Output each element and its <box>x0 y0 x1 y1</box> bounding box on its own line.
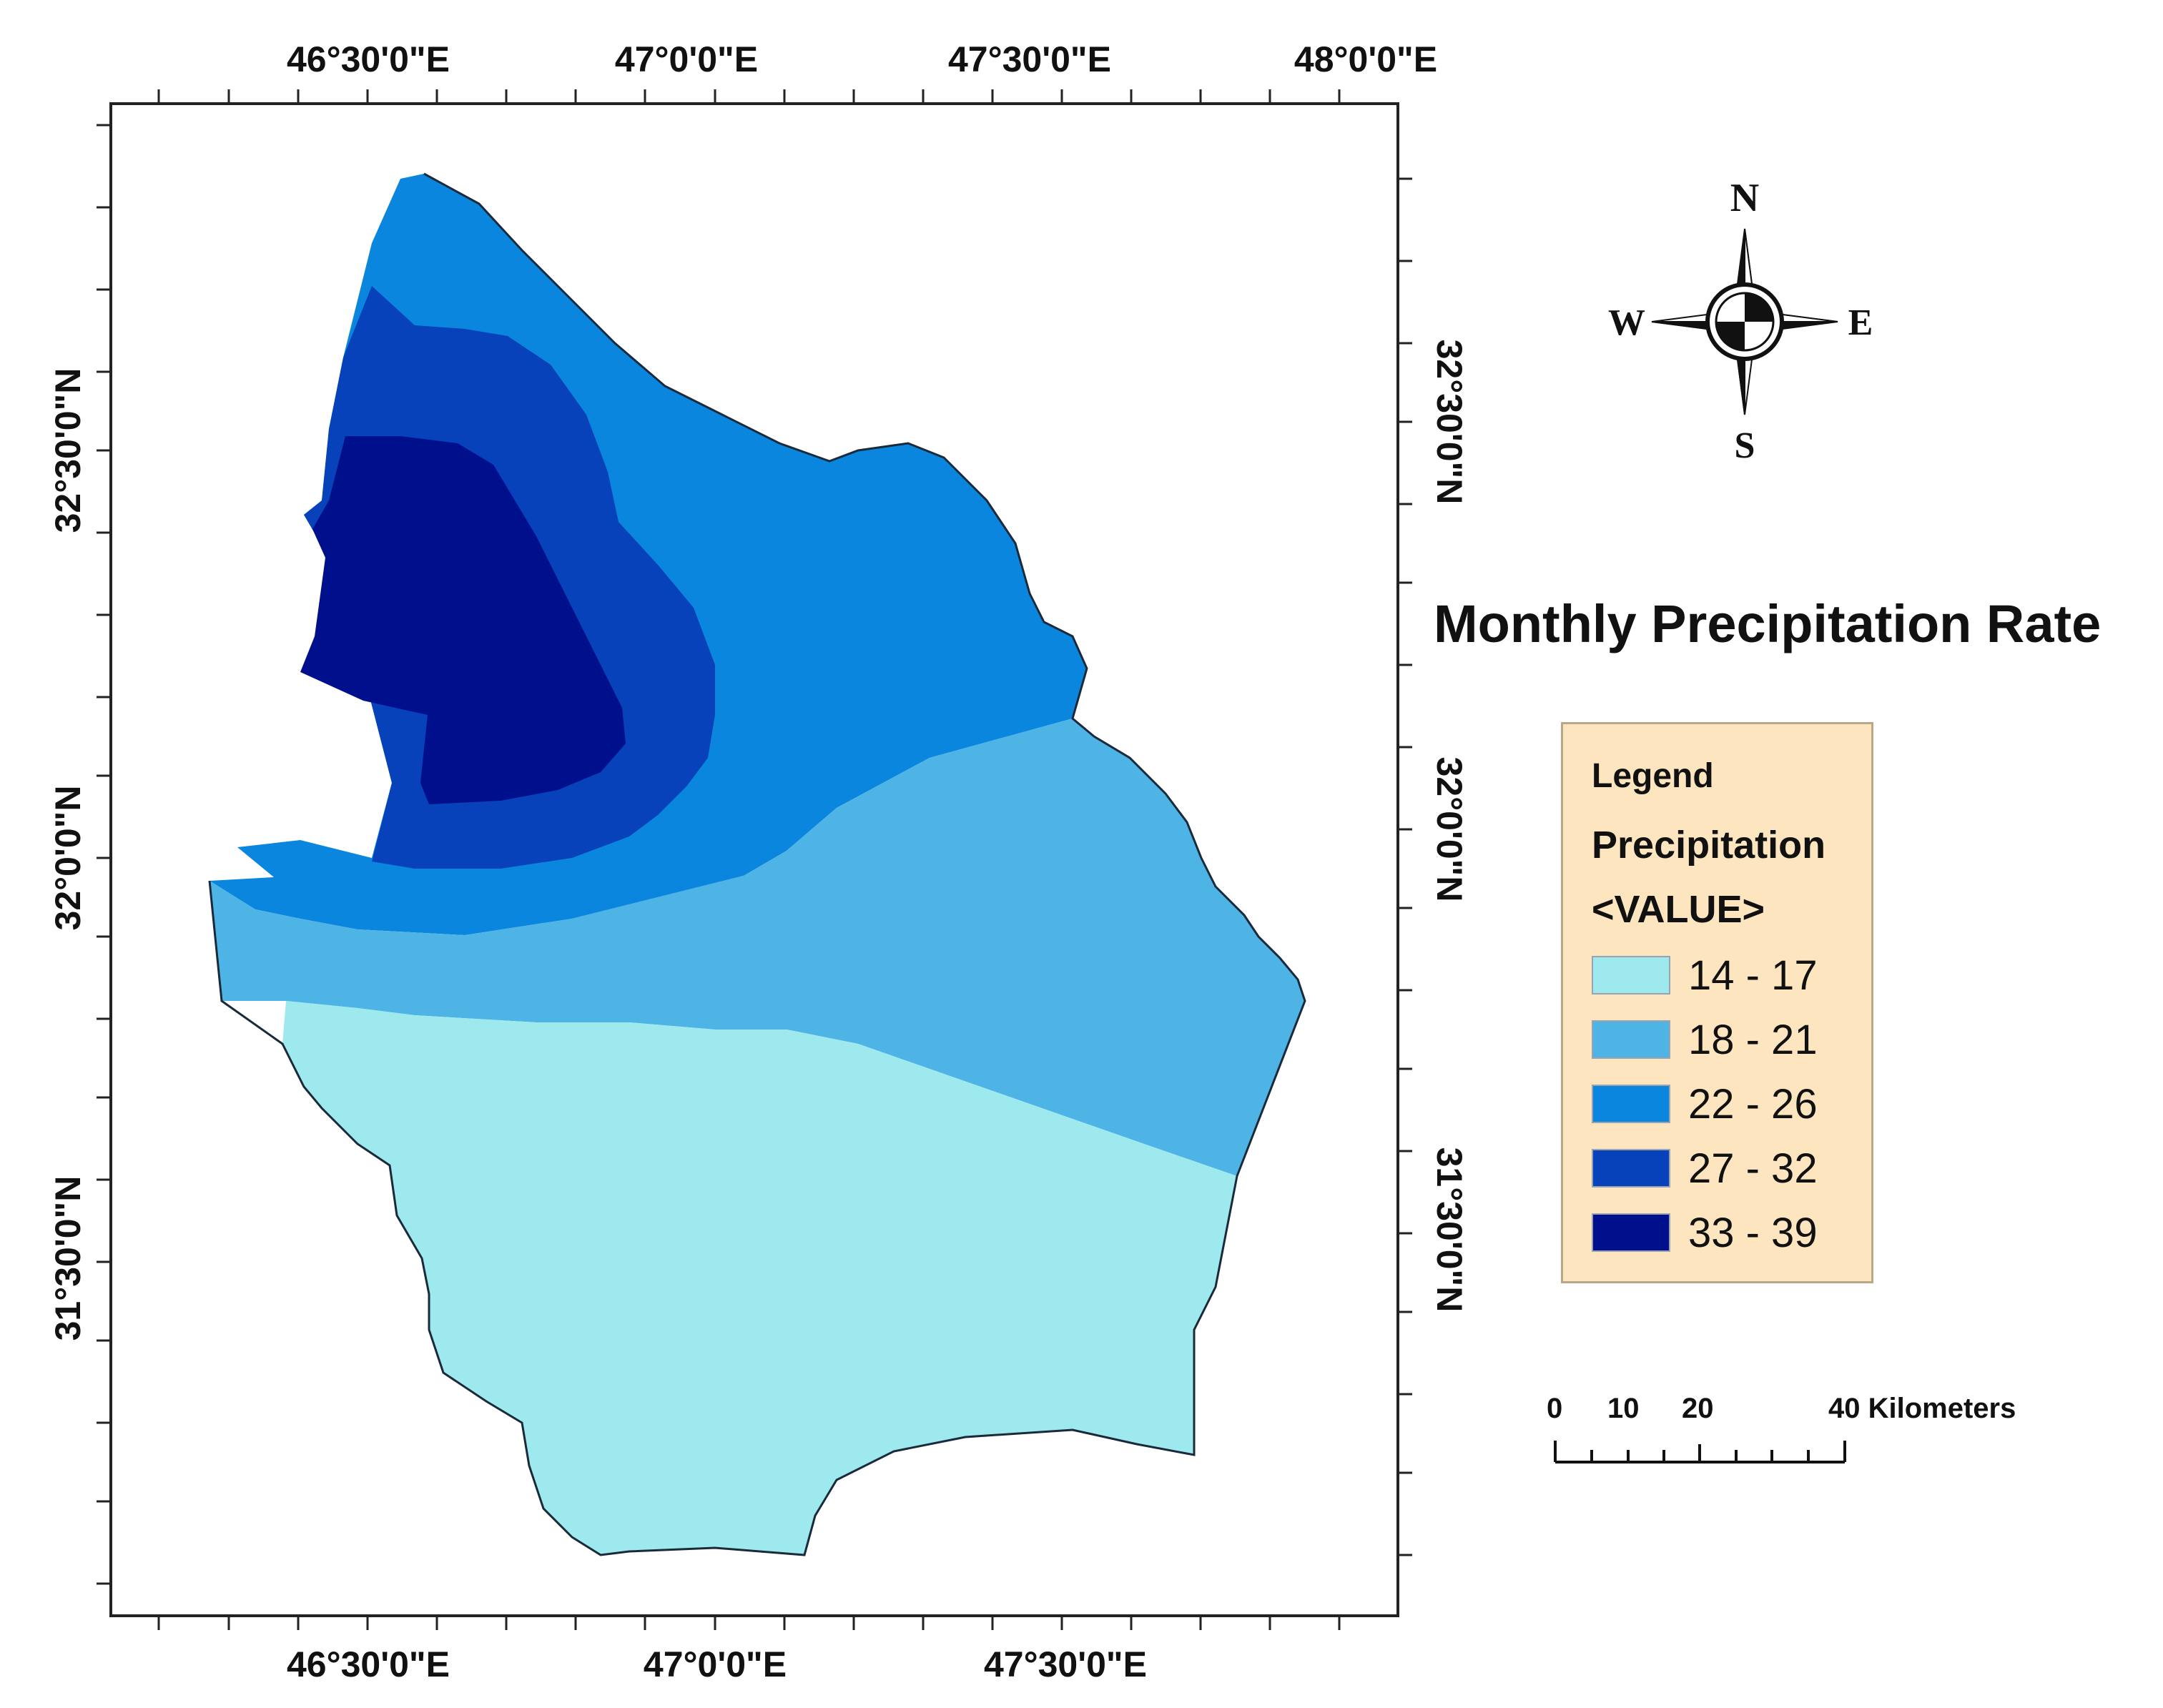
legend-item: 18 - 21 <box>1592 1016 1863 1066</box>
legend-item: 33 - 39 <box>1592 1209 1863 1259</box>
legend-swatch <box>1592 956 1670 994</box>
frame-ticks <box>97 89 1412 1630</box>
legend-swatch <box>1592 1020 1670 1059</box>
lat-label-right-1: 32°30'0"N <box>1429 340 1469 505</box>
scale-bar <box>1554 1441 1846 1463</box>
compass-w-label: W <box>1608 302 1645 343</box>
legend-swatch <box>1592 1213 1670 1252</box>
zone-33-39 <box>300 436 626 804</box>
scale-tick-10: 10 <box>1607 1393 1640 1424</box>
compass-rose-icon: N S E W <box>1608 176 1873 466</box>
lat-label-left-1: 32°30'0"N <box>48 368 88 533</box>
lon-label-top-4: 48°0'0"E <box>1294 39 1437 79</box>
legend-swatch <box>1592 1085 1670 1123</box>
lat-label-left-3: 31°30'0"N <box>48 1176 88 1341</box>
lon-label-top-1: 46°30'0"E <box>287 39 450 79</box>
lat-label-right-3: 31°30'0"N <box>1429 1147 1469 1313</box>
lat-label-right-2: 32°0'0"N <box>1429 757 1469 902</box>
compass-n-label: N <box>1730 176 1759 220</box>
lat-label-left-2: 32°0'0"N <box>48 786 88 931</box>
scale-tick-0: 0 <box>1547 1393 1563 1424</box>
legend-item: 14 - 17 <box>1592 952 1863 1002</box>
legend-title: Legend <box>1592 757 1714 795</box>
compass-s-label: S <box>1735 425 1755 466</box>
compass-e-label: E <box>1848 302 1873 343</box>
legend-label: 27 - 32 <box>1688 1145 1818 1192</box>
legend-swatch <box>1592 1149 1670 1188</box>
legend-value-label: <VALUE> <box>1592 888 1765 931</box>
region-outline <box>208 172 1306 1556</box>
lon-label-bottom-1: 46°30'0"E <box>287 1644 450 1684</box>
zone-14-17 <box>282 1001 1237 1555</box>
legend-label: 14 - 17 <box>1688 952 1818 999</box>
legend-item: 27 - 32 <box>1592 1145 1863 1195</box>
legend-label: 18 - 21 <box>1688 1017 1818 1063</box>
scale-end-label: 40 Kilometers <box>1828 1393 2016 1424</box>
lon-label-top-2: 47°0'0"E <box>615 39 758 79</box>
lon-label-bottom-2: 47°0'0"E <box>644 1644 787 1684</box>
legend-label: 33 - 39 <box>1688 1210 1818 1256</box>
legend-field-name: Precipitation <box>1592 824 1826 867</box>
legend-item: 22 - 26 <box>1592 1080 1863 1130</box>
lon-label-bottom-3: 47°30'0"E <box>984 1644 1147 1684</box>
scale-tick-20: 20 <box>1682 1393 1714 1424</box>
lon-label-top-3: 47°30'0"E <box>948 39 1111 79</box>
legend-panel: Legend Precipitation <VALUE> 14 - 17 18 … <box>1561 722 1873 1283</box>
map-title: Monthly Precipitation Rate <box>1434 594 2102 653</box>
legend-label: 22 - 26 <box>1688 1081 1818 1127</box>
zone-18-21 <box>210 719 1305 1176</box>
